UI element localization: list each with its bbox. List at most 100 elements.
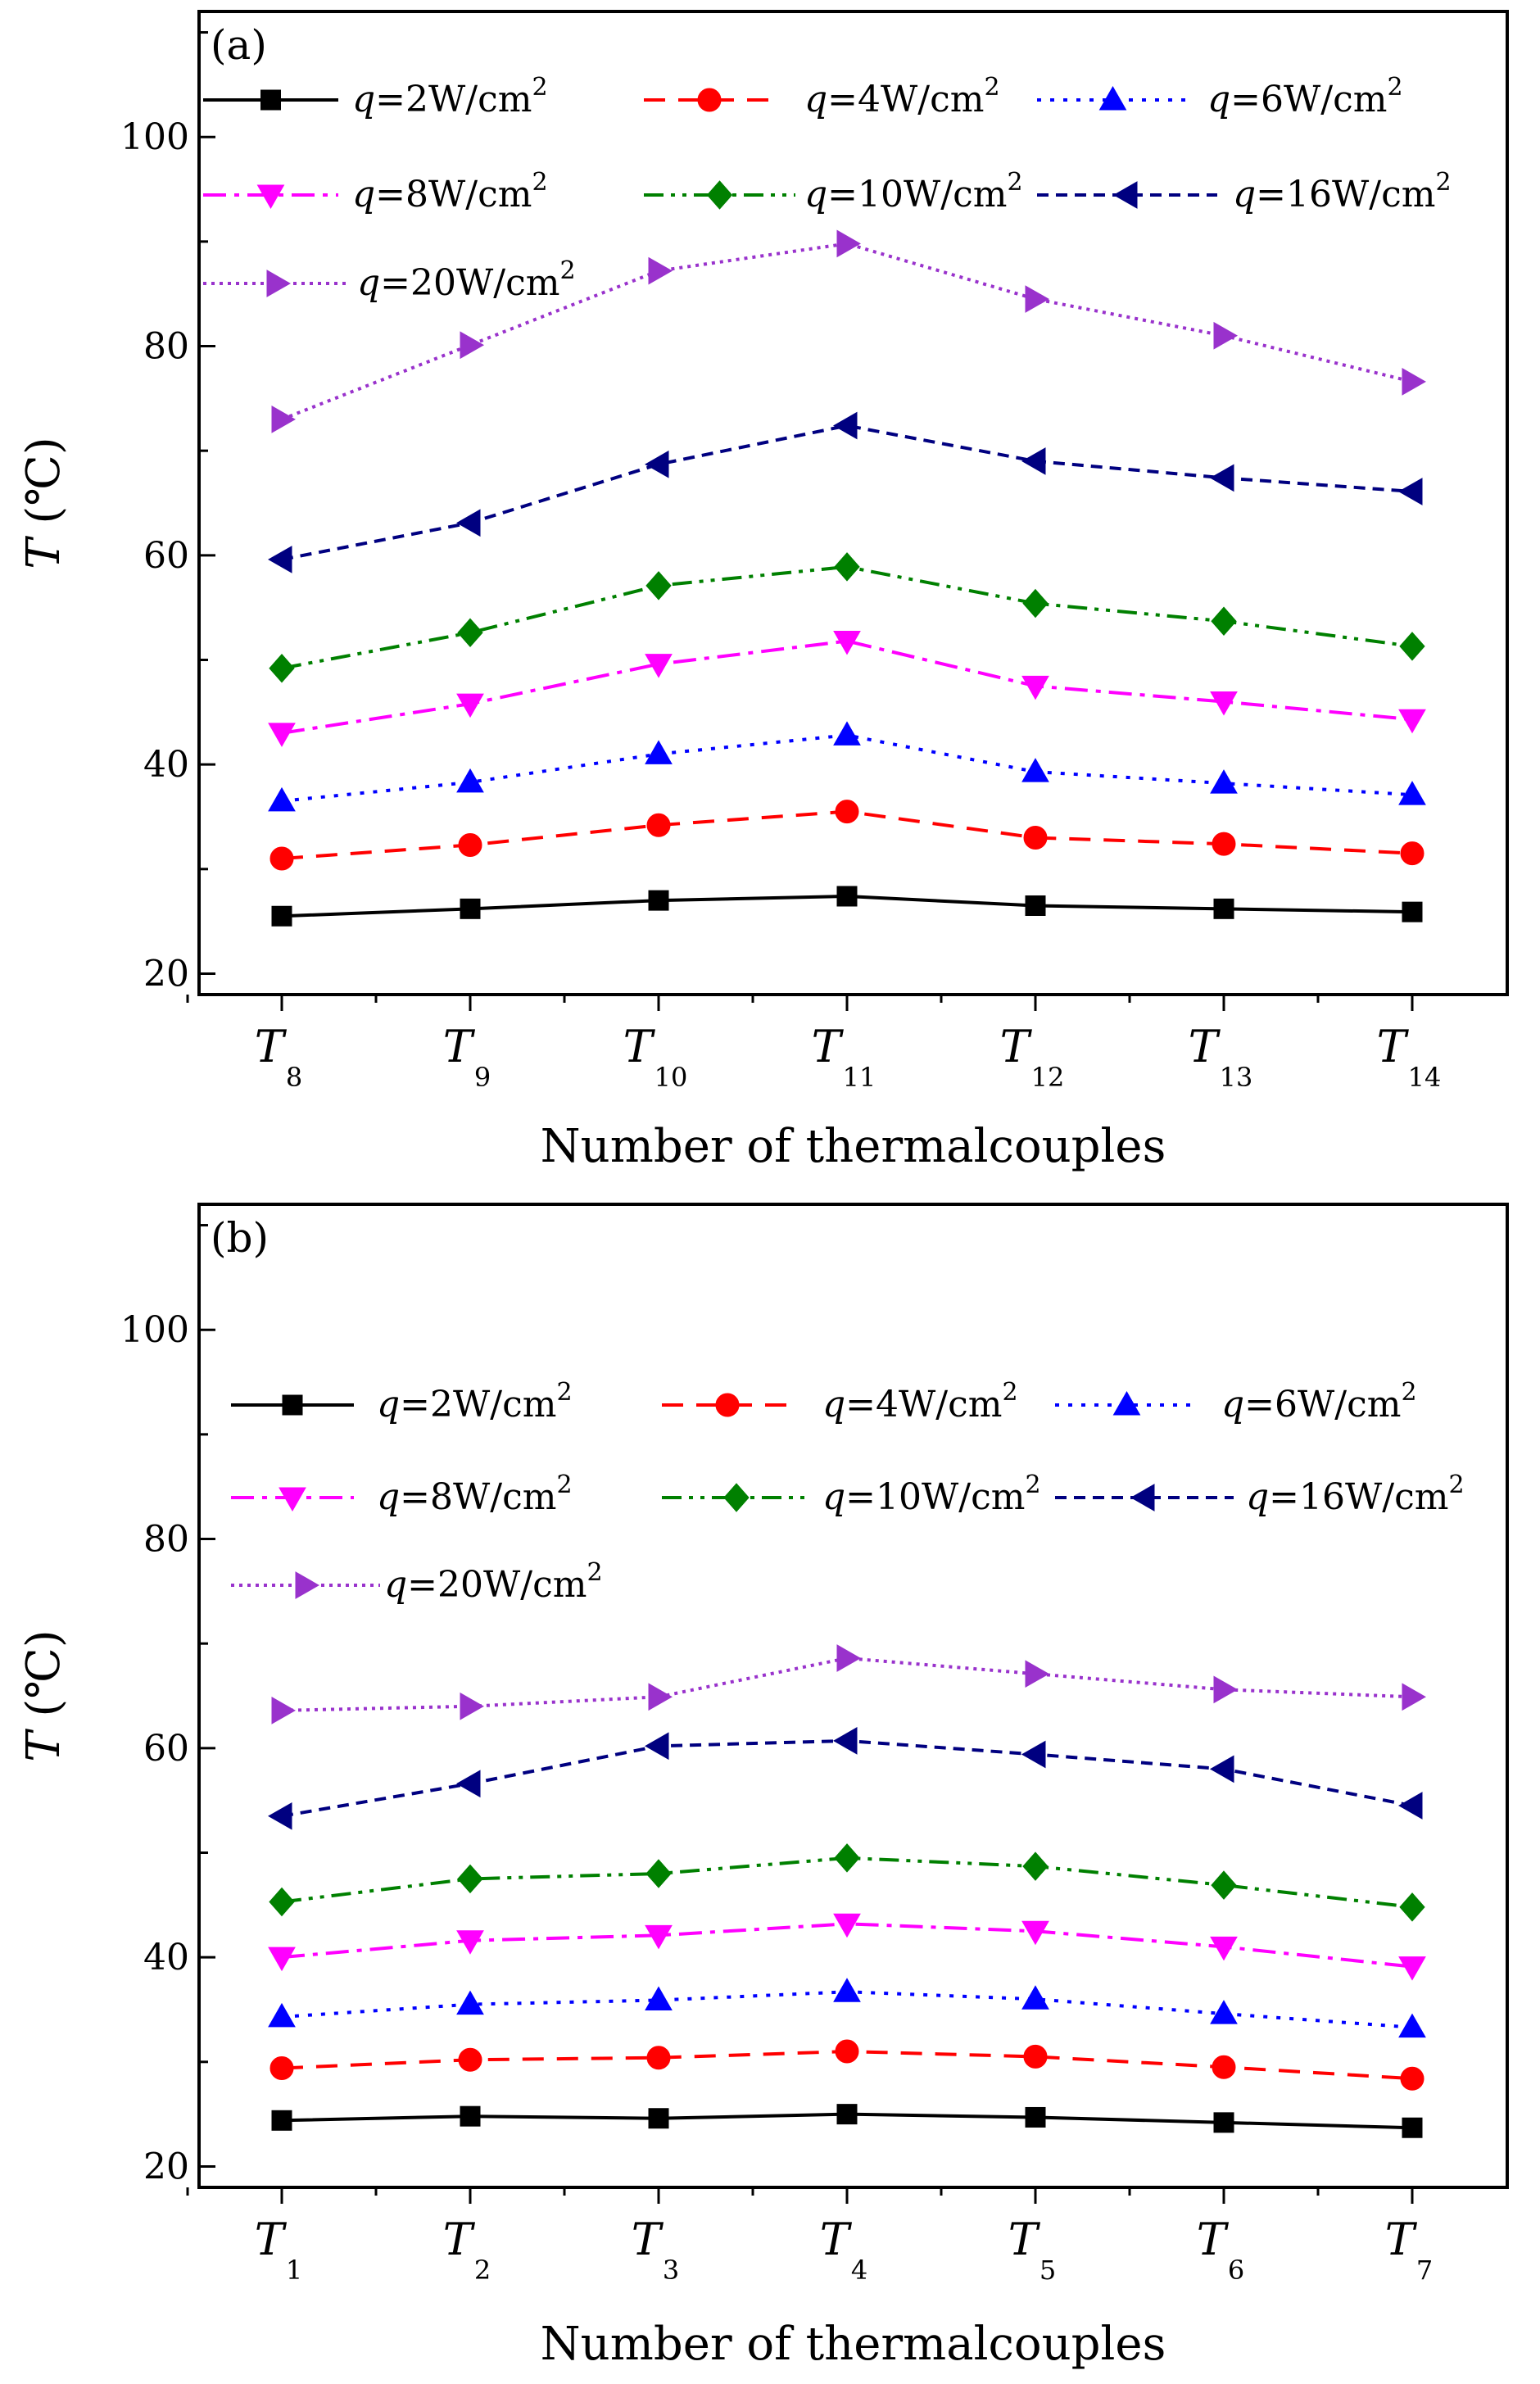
x-axis: T8 T9 T10 T11 T12 T13 T14 [186,995,1442,1093]
data-point [269,653,295,683]
data-point [1021,447,1046,475]
data-point [833,721,861,746]
legend-entry-3: q=6W/cm2 [1037,73,1403,120]
legend-label: q=2W/cm2 [377,1378,573,1425]
data-point [1211,1870,1237,1900]
data-point [836,1644,862,1672]
y-tick-label: 100 [120,1309,189,1351]
y-tick-label: 80 [143,1519,189,1561]
data-point [836,886,858,907]
data-point [1212,832,1236,856]
data-point [648,890,669,911]
data-point [1021,1740,1046,1769]
data-point [460,2105,481,2127]
data-point [456,1990,484,2015]
legend-marker [706,180,733,210]
data-point [834,1843,860,1873]
data-point [1402,2117,1423,2138]
data-point [1209,1755,1234,1783]
legend-label: q=10W/cm2 [822,1471,1041,1518]
legend-marker [266,270,292,297]
data-point [1210,691,1238,716]
series-line [281,1738,1413,1818]
data-point [1398,709,1426,734]
data-point [267,1802,292,1830]
legend-label: q=4W/cm2 [804,73,1000,120]
legend-entry-1: q=2W/cm2 [203,73,548,120]
x-tick-label: T10 [623,1021,688,1093]
data-point [1023,2044,1048,2069]
legend-marker [279,1487,306,1512]
data-point [1212,2055,1236,2079]
data-point [271,905,292,927]
legend-entry-5: q=10W/cm2 [662,1471,1041,1518]
x-tick-label: T12 [1000,1021,1065,1093]
series-1 [271,886,1423,927]
data-point [455,1770,481,1798]
data-point [1402,368,1427,396]
data-point [1210,769,1238,794]
data-point [1398,1956,1426,1981]
legend-label: q=8W/cm2 [377,1471,573,1518]
data-point [833,631,861,655]
legend-entry-4: q=8W/cm2 [203,168,548,215]
data-point [267,546,292,573]
data-point [1397,478,1423,505]
x-tick-label: T9 [443,1021,491,1093]
data-point [1213,321,1239,350]
legend-label: q=20W/cm2 [357,256,576,304]
legend-label: q=16W/cm2 [1246,1471,1465,1518]
series-1 [271,2104,1423,2138]
data-point [458,832,482,857]
x-tick-label: T14 [1377,1021,1442,1093]
series-5 [269,552,1425,683]
legend-marker [697,88,722,112]
data-point [832,411,858,440]
data-point [832,1727,858,1755]
legend-entry-6: q=16W/cm2 [1037,168,1452,215]
legend-entry-5: q=10W/cm2 [644,168,1023,215]
series-line [281,424,1413,561]
legend-entry-6: q=16W/cm2 [1055,1471,1465,1518]
data-point [645,1924,673,1950]
y-axis: 20 40 60 80 100 [120,31,215,995]
data-point [457,1864,483,1894]
chart-panel-2: 20 40 60 80 100 T1 T2 T3 T4 T5 T6 T7 Number of therm… [17,1203,1509,2371]
x-tick-label: T13 [1189,1021,1253,1093]
legend-marker [1130,1484,1155,1512]
y-tick-label: 60 [143,535,189,577]
series-3 [268,1978,1426,2038]
series-5 [269,1843,1425,1922]
x-tick-label: T4 [820,2214,867,2286]
legend-marker [1098,85,1127,111]
series-7 [271,229,1427,433]
legend-label: q=10W/cm2 [804,168,1023,215]
data-point [1025,285,1050,313]
legend-entry-1: q=2W/cm2 [231,1378,573,1425]
data-point [645,571,672,601]
data-point [645,1986,673,2010]
data-point [835,800,859,824]
data-point [270,2055,294,2080]
data-point [1400,841,1424,866]
data-point [270,846,294,871]
data-point [1213,2112,1234,2133]
chart-panel-1: 20 40 60 80 100 T8 T9 T10 T11 T12 T13 T14 Number of … [17,10,1509,1173]
series-4 [268,631,1426,747]
data-point [271,1697,297,1725]
legend-marker [282,1394,303,1416]
x-axis: T1 T2 T3 T4 T5 T6 T7 [186,2187,1433,2286]
y-tick-label: 100 [120,116,189,158]
legend-entry-7: q=20W/cm2 [231,1558,603,1606]
data-point [833,1978,861,2002]
y-axis-title: T (℃) [17,1629,70,1762]
data-point [268,786,296,812]
x-tick-label: T8 [255,1021,302,1093]
data-point [836,229,862,258]
data-point [645,654,673,678]
data-point [646,813,671,837]
data-point [1021,675,1049,700]
data-point [835,2039,859,2064]
data-point [1022,588,1049,619]
